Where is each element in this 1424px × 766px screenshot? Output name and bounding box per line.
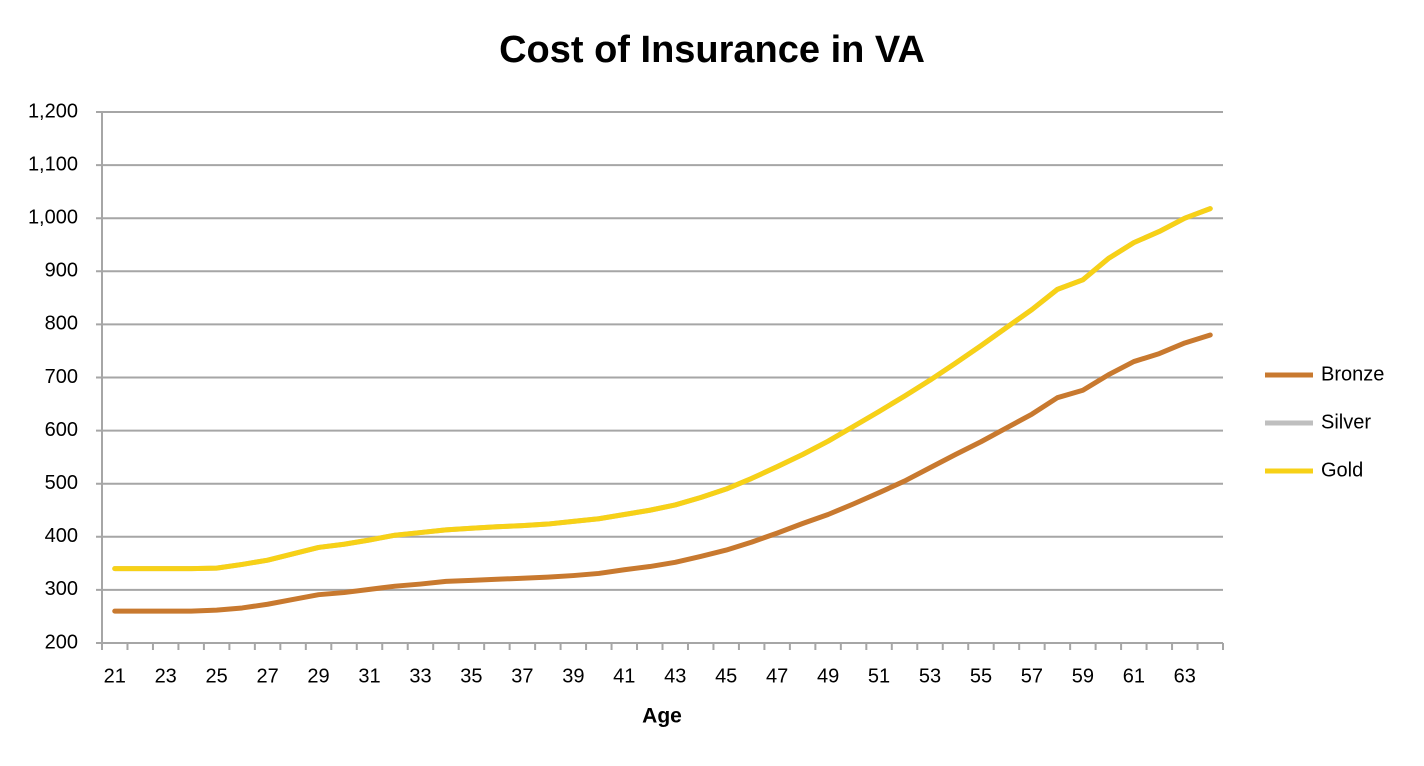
- y-tick-label: 900: [45, 260, 78, 282]
- y-tick-label: 300: [45, 578, 78, 600]
- x-tick-label: 27: [256, 665, 278, 687]
- x-tick-label: 61: [1123, 665, 1145, 687]
- x-tick-label: 51: [868, 665, 890, 687]
- y-tick-label: 800: [45, 313, 78, 335]
- y-tick-label: 600: [45, 419, 78, 441]
- x-tick-label: 35: [460, 665, 482, 687]
- x-tick-label: 53: [919, 665, 941, 687]
- x-tick-label: 45: [715, 665, 737, 687]
- y-tick-label: 200: [45, 631, 78, 653]
- chart-title: Cost of Insurance in VA: [499, 29, 925, 71]
- x-tick-label: 63: [1174, 665, 1196, 687]
- x-tick-label: 59: [1072, 665, 1094, 687]
- x-tick-label: 41: [613, 665, 635, 687]
- x-axis-title: Age: [642, 705, 682, 728]
- y-tick-label: 1,200: [28, 100, 78, 122]
- x-tick-label: 33: [409, 665, 431, 687]
- x-tick-label: 55: [970, 665, 992, 687]
- x-tick-label: 37: [511, 665, 533, 687]
- x-tick-label: 29: [307, 665, 329, 687]
- x-tick-label: 49: [817, 665, 839, 687]
- series-line: [112, 206, 1213, 572]
- x-tick-label: 43: [664, 665, 686, 687]
- y-tick-label: 400: [45, 525, 78, 547]
- x-tick-label: 21: [104, 665, 126, 687]
- x-tick-label: 57: [1021, 665, 1043, 687]
- y-tick-label: 1,000: [28, 206, 78, 228]
- x-tick-label: 31: [358, 665, 380, 687]
- x-tick-label: 47: [766, 665, 788, 687]
- x-tick-label: 39: [562, 665, 584, 687]
- x-tick-label: 23: [155, 665, 177, 687]
- legend-label: Bronze: [1321, 363, 1384, 385]
- y-tick-label: 1,100: [28, 153, 78, 175]
- legend-label: Silver: [1321, 411, 1371, 433]
- y-tick-label: 700: [45, 366, 78, 388]
- legend-label: Gold: [1321, 459, 1363, 481]
- series-line: [112, 332, 1213, 614]
- x-tick-label: 25: [206, 665, 228, 687]
- y-tick-label: 500: [45, 472, 78, 494]
- series-line: [112, 206, 1213, 572]
